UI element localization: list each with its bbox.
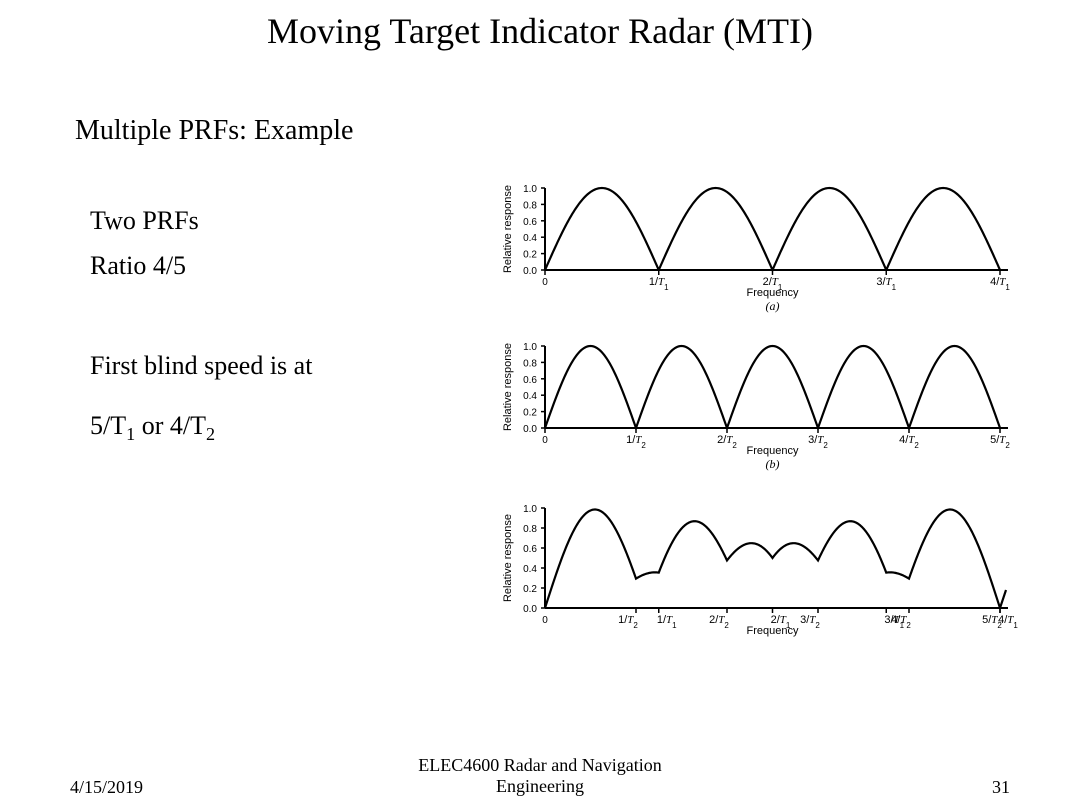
svg-text:0.0: 0.0 xyxy=(523,424,537,435)
svg-text:2/T2: 2/T2 xyxy=(717,434,737,450)
footer-course-l2: Engineering xyxy=(496,776,584,796)
footer-course: ELEC4600 Radar and Navigation Engineerin… xyxy=(0,755,1080,798)
svg-text:0.0: 0.0 xyxy=(523,604,537,615)
body-line-3: First blind speed is at xyxy=(90,345,312,387)
svg-text:0.6: 0.6 xyxy=(523,217,537,228)
svg-text:4/T1: 4/T1 xyxy=(990,276,1010,292)
svg-text:0.0: 0.0 xyxy=(523,266,537,277)
svg-text:Frequency: Frequency xyxy=(747,625,799,637)
svg-text:3/T2: 3/T2 xyxy=(800,614,820,630)
svg-text:4/T2: 4/T2 xyxy=(899,434,919,450)
subtitle: Multiple PRFs: Example xyxy=(75,115,353,147)
svg-text:5/T2: 5/T2 xyxy=(990,434,1010,450)
svg-text:0.4: 0.4 xyxy=(523,391,537,402)
page-title: Moving Target Indicator Radar (MTI) xyxy=(0,10,1080,52)
svg-text:1.0: 1.0 xyxy=(523,504,537,515)
svg-text:3/T2: 3/T2 xyxy=(808,434,828,450)
svg-text:0.8: 0.8 xyxy=(523,358,537,369)
svg-text:0.2: 0.2 xyxy=(523,408,537,419)
svg-text:0.8: 0.8 xyxy=(523,200,537,211)
svg-text:0.6: 0.6 xyxy=(523,375,537,386)
svg-text:3/T1: 3/T1 xyxy=(876,276,896,292)
svg-text:0: 0 xyxy=(542,277,548,288)
svg-text:Relative response: Relative response xyxy=(502,343,514,431)
svg-text:1/T1: 1/T1 xyxy=(657,614,677,630)
svg-text:Relative response: Relative response xyxy=(502,185,514,273)
svg-text:1/T2: 1/T2 xyxy=(626,434,646,450)
svg-text:(b): (b) xyxy=(766,457,780,471)
footer-course-l1: ELEC4600 Radar and Navigation xyxy=(418,755,661,775)
chart-panel-a: 0.0 0.2 0.4 0.6 0.8 1.0 Relative response Frequ… xyxy=(490,180,1020,325)
body-line-2: Ratio 4/5 xyxy=(90,245,186,287)
svg-text:1.0: 1.0 xyxy=(523,342,537,353)
svg-text:0.2: 0.2 xyxy=(523,250,537,261)
svg-text:0.6: 0.6 xyxy=(523,544,537,555)
svg-text:1/T2: 1/T2 xyxy=(618,614,638,630)
svg-text:(a): (a) xyxy=(766,299,780,313)
svg-text:Relative response: Relative response xyxy=(502,514,514,602)
chart-panel-b: 0.0 0.2 0.4 0.6 0.8 1.0 Relative response Frequ… xyxy=(490,338,1020,483)
footer-page: 31 xyxy=(992,777,1010,798)
svg-text:0: 0 xyxy=(542,435,548,446)
svg-text:Frequency: Frequency xyxy=(747,287,799,299)
body-line-1: Two PRFs xyxy=(90,200,199,242)
svg-text:0: 0 xyxy=(542,615,548,626)
svg-text:2/T2: 2/T2 xyxy=(709,614,729,630)
svg-text:0.4: 0.4 xyxy=(523,233,537,244)
svg-text:Frequency: Frequency xyxy=(747,445,799,457)
svg-text:0.4: 0.4 xyxy=(523,564,537,575)
body-line-4: 5/T1 or 4/T2 xyxy=(90,405,215,449)
svg-text:1/T1: 1/T1 xyxy=(649,276,669,292)
svg-text:0.2: 0.2 xyxy=(523,584,537,595)
chart-panel-c: 0.0 0.2 0.4 0.6 0.8 1.0 Relative response Frequ… xyxy=(490,500,1020,670)
svg-text:0.8: 0.8 xyxy=(523,524,537,535)
svg-text:1.0: 1.0 xyxy=(523,184,537,195)
